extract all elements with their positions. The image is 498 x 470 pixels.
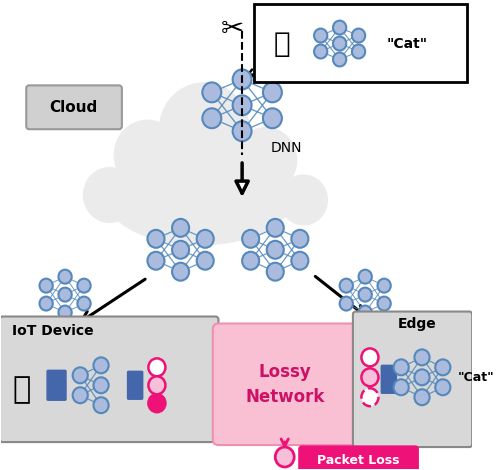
Circle shape	[147, 230, 164, 248]
Circle shape	[352, 29, 365, 43]
Circle shape	[242, 230, 259, 248]
Text: Packet Loss: Packet Loss	[317, 454, 400, 468]
Text: DNN: DNN	[270, 141, 302, 155]
Circle shape	[58, 270, 72, 284]
Circle shape	[352, 45, 365, 58]
Circle shape	[314, 45, 327, 58]
Circle shape	[58, 306, 72, 320]
Circle shape	[263, 82, 282, 102]
Circle shape	[267, 263, 284, 281]
Circle shape	[77, 297, 91, 311]
Text: IoT Device: IoT Device	[12, 324, 94, 338]
Circle shape	[291, 230, 308, 248]
Circle shape	[359, 270, 372, 284]
FancyBboxPatch shape	[299, 446, 418, 470]
Circle shape	[362, 348, 378, 366]
Circle shape	[435, 379, 450, 395]
FancyBboxPatch shape	[47, 370, 66, 400]
Circle shape	[172, 263, 189, 281]
Circle shape	[414, 389, 430, 405]
Circle shape	[242, 252, 259, 270]
FancyBboxPatch shape	[0, 316, 219, 442]
Circle shape	[275, 447, 294, 467]
Circle shape	[39, 279, 53, 293]
FancyArrowPatch shape	[281, 439, 288, 446]
FancyBboxPatch shape	[213, 323, 357, 445]
Circle shape	[148, 358, 165, 376]
Circle shape	[267, 219, 284, 237]
FancyBboxPatch shape	[353, 312, 472, 447]
Circle shape	[435, 360, 450, 376]
Circle shape	[359, 288, 372, 302]
Text: Lossy
Network: Lossy Network	[245, 363, 324, 406]
Circle shape	[393, 360, 409, 376]
Text: Cloud: Cloud	[49, 100, 98, 115]
Circle shape	[172, 219, 189, 237]
Circle shape	[148, 376, 165, 394]
Circle shape	[39, 297, 53, 311]
Circle shape	[197, 230, 214, 248]
Circle shape	[362, 388, 378, 406]
Circle shape	[202, 108, 221, 128]
Circle shape	[393, 379, 409, 395]
Circle shape	[314, 29, 327, 43]
Circle shape	[233, 70, 251, 89]
Ellipse shape	[105, 145, 294, 245]
Circle shape	[148, 394, 165, 412]
Circle shape	[94, 397, 109, 413]
Circle shape	[359, 306, 372, 320]
Ellipse shape	[159, 83, 249, 178]
Text: 🐈: 🐈	[273, 30, 290, 57]
Text: 🐈: 🐈	[12, 375, 31, 404]
Circle shape	[58, 288, 72, 302]
Text: ✂: ✂	[221, 15, 245, 43]
Circle shape	[147, 252, 164, 270]
Circle shape	[233, 95, 251, 115]
Circle shape	[94, 377, 109, 393]
Text: "Cat": "Cat"	[458, 371, 495, 384]
Circle shape	[197, 252, 214, 270]
Circle shape	[414, 369, 430, 385]
Circle shape	[333, 21, 346, 35]
Ellipse shape	[280, 175, 327, 225]
Circle shape	[267, 241, 284, 259]
Circle shape	[340, 279, 353, 293]
Circle shape	[414, 349, 430, 365]
Circle shape	[202, 82, 221, 102]
Circle shape	[233, 121, 251, 141]
Circle shape	[377, 279, 391, 293]
Circle shape	[77, 279, 91, 293]
FancyBboxPatch shape	[381, 365, 396, 393]
Ellipse shape	[115, 120, 181, 190]
FancyBboxPatch shape	[127, 371, 143, 399]
Circle shape	[377, 297, 391, 311]
Ellipse shape	[84, 168, 135, 222]
Circle shape	[73, 368, 88, 383]
Circle shape	[172, 241, 189, 259]
Circle shape	[333, 53, 346, 66]
Text: Edge: Edge	[398, 318, 437, 331]
Circle shape	[340, 297, 353, 311]
FancyBboxPatch shape	[26, 86, 122, 129]
Circle shape	[73, 387, 88, 403]
Circle shape	[291, 252, 308, 270]
Text: "Cat": "Cat"	[387, 37, 428, 51]
Ellipse shape	[235, 128, 296, 193]
Circle shape	[362, 368, 378, 386]
Circle shape	[333, 37, 346, 50]
FancyBboxPatch shape	[254, 4, 467, 82]
Circle shape	[263, 108, 282, 128]
Circle shape	[94, 357, 109, 373]
